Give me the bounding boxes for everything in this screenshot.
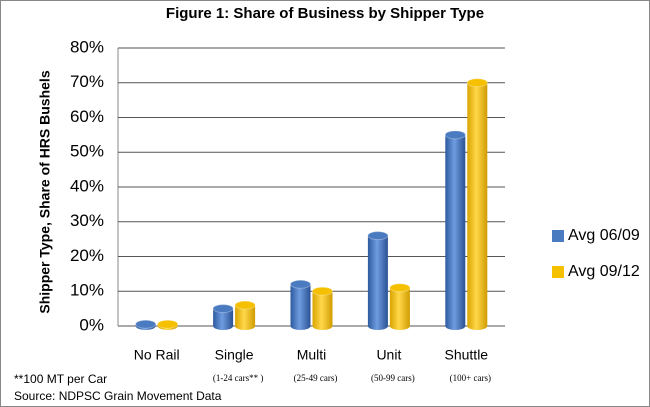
legend-label: Avg 09/12 <box>568 263 640 280</box>
bar <box>312 287 333 330</box>
x-tick-note: (50-99 cars) <box>371 373 415 383</box>
bar <box>290 280 311 330</box>
x-tick-note: (25-49 cars) <box>294 373 338 383</box>
x-tick-note: (100+ cars) <box>450 373 491 383</box>
legend-swatch <box>552 266 564 278</box>
chart-title: Figure 1: Share of Business by Shipper T… <box>166 5 484 22</box>
bar-top <box>290 279 311 289</box>
footnote: **100 MT per Car <box>14 372 107 386</box>
y-axis-label: Shipper Type, Share of HRS Bushels <box>37 70 53 313</box>
x-tick-label: Single <box>215 347 254 363</box>
y-tick-label: 10% <box>70 281 104 300</box>
y-tick-label: 30% <box>70 211 104 230</box>
x-tick-label: Unit <box>376 347 401 363</box>
bar-top <box>135 319 157 329</box>
bar-top <box>444 130 466 140</box>
bar-top <box>234 300 256 310</box>
bar-top <box>466 78 488 88</box>
x-tick-label: No Rail <box>134 347 180 363</box>
footnote: Source: NDPSC Grain Movement Data <box>14 389 222 403</box>
x-tick-label: Multi <box>297 347 327 363</box>
bar-top <box>389 283 411 293</box>
bar <box>467 78 488 330</box>
bar-top <box>367 231 389 241</box>
x-tick-note: (1-24 cars** ) <box>213 373 263 383</box>
bar <box>445 130 466 330</box>
legend-swatch <box>552 230 564 242</box>
y-tick-label: 40% <box>70 176 104 195</box>
bar <box>389 283 410 330</box>
x-tick-label: Shuttle <box>445 347 489 363</box>
y-tick-label: 50% <box>70 142 104 161</box>
bar <box>367 231 388 330</box>
legend-label: Avg 06/09 <box>568 227 640 244</box>
y-tick-label: 80% <box>70 37 104 56</box>
y-tick-label: 0% <box>79 315 104 334</box>
y-tick-label: 70% <box>70 72 104 91</box>
bar-top <box>212 304 234 314</box>
y-tick-label: 20% <box>70 246 104 265</box>
bar-top <box>157 319 179 329</box>
y-tick-label: 60% <box>70 107 104 126</box>
bar-top <box>312 286 333 296</box>
